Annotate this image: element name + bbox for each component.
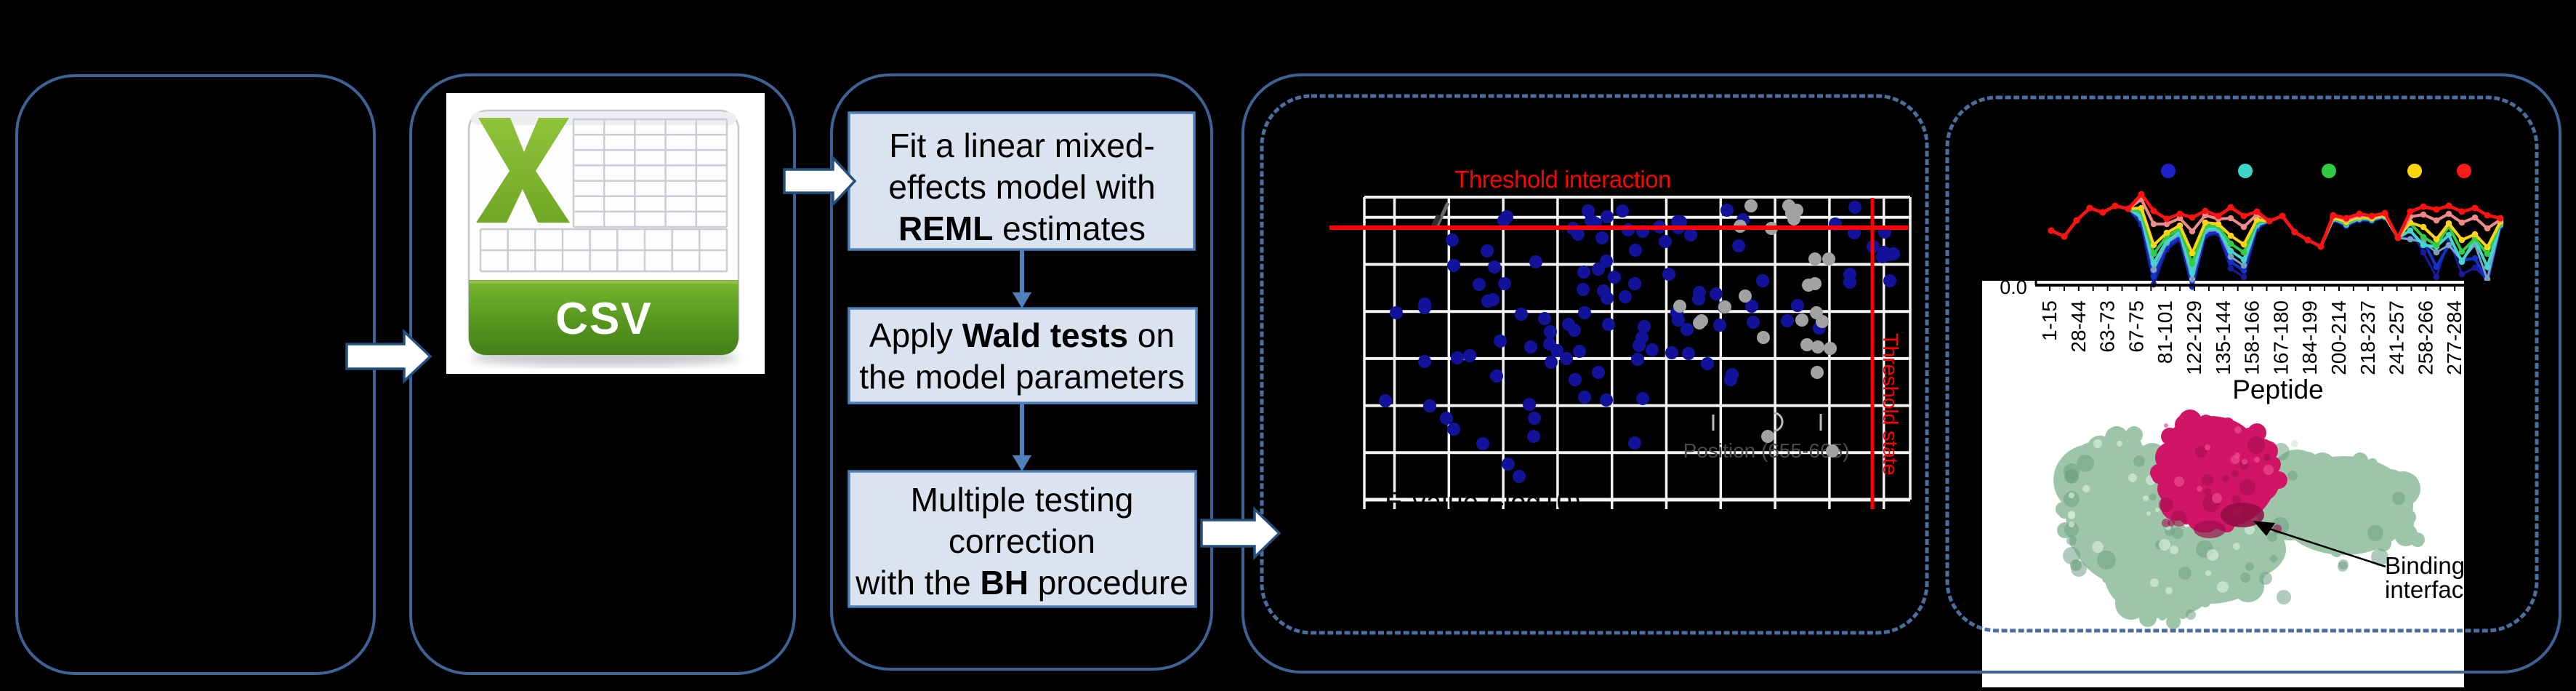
svg-text:1-15: 1-15 — [2038, 300, 2061, 341]
svg-text:Threshold interaction: Threshold interaction — [1454, 166, 1671, 193]
svg-text:122-129: 122-129 — [2183, 300, 2205, 375]
svg-text:Peptide: Peptide — [2232, 375, 2324, 404]
svg-text:158-166: 158-166 — [2241, 300, 2263, 375]
svg-text:effects model with: effects model with — [888, 168, 1155, 206]
svg-text:the model parameters: the model parameters — [859, 358, 1184, 396]
svg-text:Fit a linear mixed-: Fit a linear mixed- — [889, 127, 1155, 164]
svg-text:135-144: 135-144 — [2212, 300, 2234, 375]
svg-text:interface: interface — [2385, 576, 2477, 603]
svg-text:67-75: 67-75 — [2125, 300, 2147, 353]
svg-text:81-101: 81-101 — [2154, 300, 2176, 364]
svg-text:184-199: 184-199 — [2298, 300, 2321, 375]
svg-text:63-73: 63-73 — [2096, 300, 2119, 353]
svg-text:REML estimates: REML estimates — [898, 209, 1146, 247]
svg-text:Apply Wald tests on: Apply Wald tests on — [869, 316, 1175, 354]
svg-text:Binding: Binding — [2385, 552, 2465, 579]
svg-text:correction: correction — [949, 522, 1095, 560]
svg-text:167-180: 167-180 — [2269, 300, 2292, 375]
svg-text:Position (655-665): Position (655-665) — [1683, 439, 1850, 462]
svg-text:Multiple testing: Multiple testing — [911, 481, 1134, 519]
svg-text:28-44: 28-44 — [2067, 300, 2090, 353]
svg-text:with the BH procedure: with the BH procedure — [855, 564, 1188, 602]
svg-text:218-237: 218-237 — [2356, 300, 2379, 375]
svg-text:CSV: CSV — [555, 294, 652, 344]
svg-text:0.0: 0.0 — [2000, 276, 2027, 298]
svg-text:241-257: 241-257 — [2386, 300, 2408, 375]
svg-text:200-214: 200-214 — [2327, 300, 2350, 375]
svg-text:E-value (-log10): E-value (-log10) — [1385, 487, 1581, 518]
svg-text:258-266: 258-266 — [2414, 300, 2436, 375]
svg-text:Threshold state: Threshold state — [1878, 333, 1901, 475]
svg-text:277-284: 277-284 — [2443, 300, 2466, 375]
